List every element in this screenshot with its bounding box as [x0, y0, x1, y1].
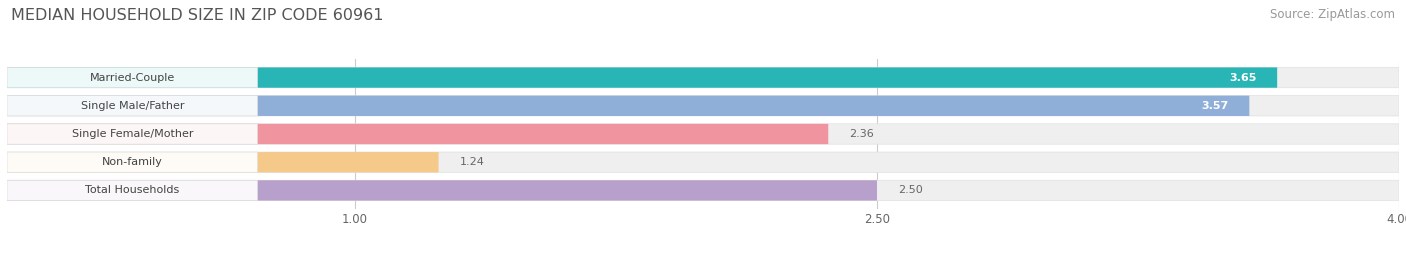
FancyBboxPatch shape [7, 68, 1277, 88]
FancyBboxPatch shape [7, 124, 257, 144]
Text: 3.65: 3.65 [1229, 73, 1257, 83]
FancyBboxPatch shape [7, 96, 257, 116]
FancyBboxPatch shape [7, 152, 439, 172]
FancyBboxPatch shape [7, 152, 1399, 172]
FancyBboxPatch shape [7, 124, 1399, 144]
Text: 2.36: 2.36 [849, 129, 875, 139]
Text: 1.24: 1.24 [460, 157, 484, 167]
Text: Married-Couple: Married-Couple [90, 73, 174, 83]
Text: Total Households: Total Households [86, 185, 180, 195]
FancyBboxPatch shape [7, 68, 257, 88]
FancyBboxPatch shape [7, 180, 877, 200]
FancyBboxPatch shape [7, 180, 257, 200]
FancyBboxPatch shape [7, 68, 1399, 88]
FancyBboxPatch shape [7, 96, 1250, 116]
FancyBboxPatch shape [7, 180, 1399, 200]
Text: 2.50: 2.50 [898, 185, 922, 195]
FancyBboxPatch shape [7, 124, 828, 144]
FancyBboxPatch shape [7, 152, 257, 172]
FancyBboxPatch shape [7, 96, 1399, 116]
Text: Single Female/Mother: Single Female/Mother [72, 129, 193, 139]
Text: Non-family: Non-family [101, 157, 163, 167]
Text: Single Male/Father: Single Male/Father [80, 101, 184, 111]
Text: MEDIAN HOUSEHOLD SIZE IN ZIP CODE 60961: MEDIAN HOUSEHOLD SIZE IN ZIP CODE 60961 [11, 8, 384, 23]
Text: Source: ZipAtlas.com: Source: ZipAtlas.com [1270, 8, 1395, 21]
Text: 3.57: 3.57 [1201, 101, 1229, 111]
